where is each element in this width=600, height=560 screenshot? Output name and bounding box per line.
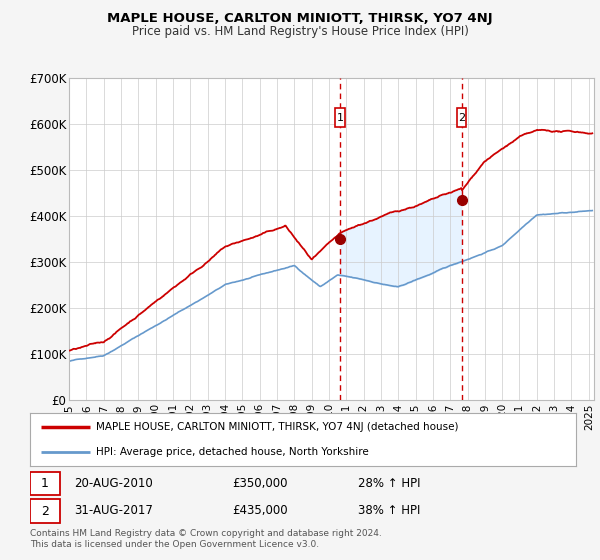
Bar	[30, 472, 60, 495]
Text: 1: 1	[41, 477, 49, 490]
Text: 2: 2	[41, 505, 49, 517]
Text: Contains HM Land Registry data © Crown copyright and database right 2024.
This d: Contains HM Land Registry data © Crown c…	[30, 529, 382, 549]
Text: £350,000: £350,000	[232, 477, 287, 489]
Bar	[30, 500, 60, 522]
Text: 38% ↑ HPI: 38% ↑ HPI	[358, 504, 420, 517]
Text: 28% ↑ HPI: 28% ↑ HPI	[358, 477, 420, 489]
Text: £435,000: £435,000	[232, 504, 287, 517]
Text: 1: 1	[337, 113, 343, 123]
Bar	[457, 108, 466, 127]
Text: Price paid vs. HM Land Registry's House Price Index (HPI): Price paid vs. HM Land Registry's House …	[131, 25, 469, 38]
Text: MAPLE HOUSE, CARLTON MINIOTT, THIRSK, YO7 4NJ (detached house): MAPLE HOUSE, CARLTON MINIOTT, THIRSK, YO…	[95, 422, 458, 432]
Text: 20-AUG-2010: 20-AUG-2010	[74, 477, 152, 489]
Text: MAPLE HOUSE, CARLTON MINIOTT, THIRSK, YO7 4NJ: MAPLE HOUSE, CARLTON MINIOTT, THIRSK, YO…	[107, 12, 493, 25]
Bar	[335, 108, 344, 127]
Text: 31-AUG-2017: 31-AUG-2017	[74, 504, 152, 517]
Text: 2: 2	[458, 113, 466, 123]
Text: HPI: Average price, detached house, North Yorkshire: HPI: Average price, detached house, Nort…	[95, 446, 368, 456]
